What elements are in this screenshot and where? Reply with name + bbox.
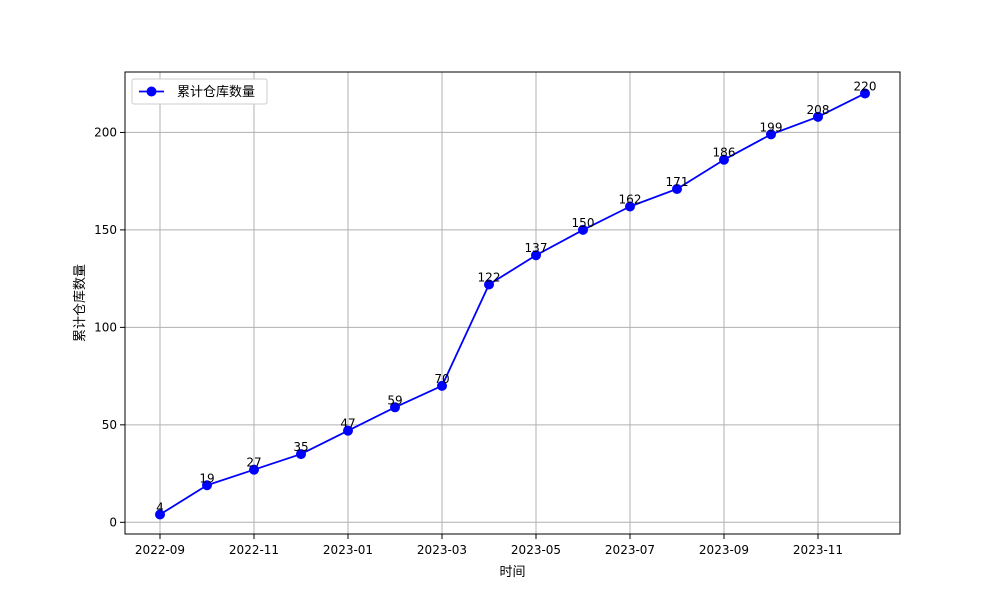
data-value-label: 35 — [293, 440, 308, 454]
x-tick-label: 2022-09 — [135, 543, 185, 557]
y-tick-label: 50 — [102, 418, 117, 432]
data-point — [860, 88, 870, 99]
y-tick-label: 0 — [109, 515, 117, 529]
data-value-label: 220 — [854, 79, 877, 93]
x-axis-label: 时间 — [499, 565, 525, 580]
data-point — [249, 464, 259, 475]
y-tick-label: 200 — [94, 125, 117, 139]
data-point — [343, 425, 353, 436]
data-value-label: 208 — [807, 103, 830, 117]
x-tick-label: 2023-07 — [605, 543, 655, 557]
x-tick-label: 2023-03 — [417, 543, 467, 557]
plot-frame — [124, 71, 901, 535]
legend-marker — [146, 86, 157, 97]
data-value-label: 19 — [199, 471, 214, 485]
data-value-label: 186 — [713, 146, 736, 160]
data-point — [202, 480, 212, 491]
y-tick-label: 100 — [94, 320, 117, 334]
series-line — [159, 92, 866, 516]
data-value-label: 47 — [340, 417, 355, 431]
label-layer: 4 19 27 35 47 59 70 122 137 150 162 171 186 199 208 220 — [156, 79, 876, 514]
legend: 累计仓库数量 — [131, 78, 268, 105]
data-value-label: 27 — [246, 456, 261, 470]
y-tick-label: 150 — [94, 223, 117, 237]
data-point — [625, 201, 635, 212]
data-value-label: 150 — [572, 216, 595, 230]
data-point — [296, 449, 306, 460]
x-tick-label: 2023-11 — [793, 543, 843, 557]
data-value-label: 4 — [156, 501, 164, 515]
data-value-label: 59 — [387, 393, 402, 407]
y-axis-label: 累计仓库数量 — [72, 264, 88, 342]
series-layer — [155, 88, 870, 520]
data-point — [155, 509, 165, 520]
data-value-label: 162 — [619, 193, 642, 207]
data-value-label: 199 — [760, 120, 783, 134]
data-point — [813, 111, 823, 122]
data-point — [766, 129, 776, 140]
x-tick-label: 2023-09 — [699, 543, 749, 557]
data-point — [578, 224, 588, 235]
x-tick-label: 2022-11 — [229, 543, 279, 557]
data-value-label: 137 — [525, 241, 548, 255]
grid-layer — [125, 72, 900, 534]
data-point — [719, 154, 729, 165]
legend-label: 累计仓库数量 — [177, 84, 255, 100]
data-value-label: 70 — [434, 372, 449, 386]
x-tick-label: 2023-05 — [511, 543, 561, 557]
data-value-label: 122 — [478, 270, 501, 284]
data-point — [484, 279, 494, 290]
x-tick-label: 2023-01 — [323, 543, 373, 557]
legend-box — [131, 78, 268, 105]
tick-layer: 2022-09 2022-11 2023-01 2023-03 2023-05 2023-… — [94, 125, 843, 557]
data-point — [390, 402, 400, 413]
data-point — [437, 380, 447, 391]
data-point — [672, 183, 682, 194]
data-point — [531, 250, 541, 261]
data-value-label: 171 — [666, 175, 689, 189]
